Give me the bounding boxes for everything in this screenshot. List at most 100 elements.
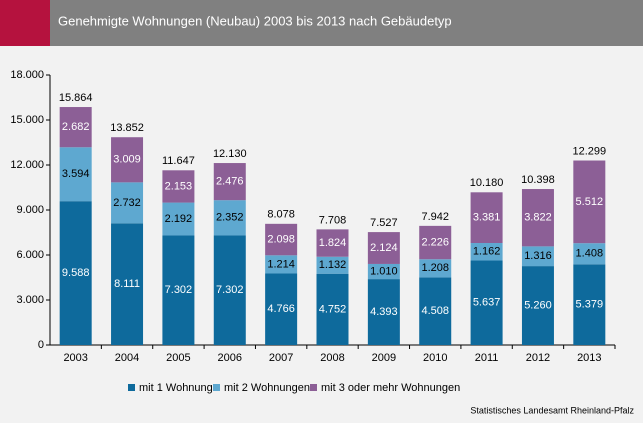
value-label: 2.192	[165, 213, 193, 225]
total-label: 8.078	[267, 209, 295, 221]
source: Statistisches Landesamt Rheinland-Pfalz	[470, 405, 634, 415]
value-label: 2.476	[216, 176, 244, 188]
value-label: 5.260	[524, 299, 552, 311]
value-label: 2.352	[216, 212, 244, 224]
bar-segment	[213, 163, 246, 201]
value-label: 5.512	[576, 196, 604, 208]
value-label: 3.009	[113, 154, 141, 166]
total-label: 12.130	[213, 148, 247, 160]
bar-segment	[367, 232, 400, 264]
total-label: 13.852	[110, 122, 144, 134]
y-tick-label: 3.000	[16, 294, 44, 306]
bar-segment	[265, 255, 298, 274]
y-tick-label: 9.000	[16, 204, 44, 216]
value-label: 8.111	[114, 278, 140, 290]
value-label: 2.098	[267, 233, 295, 245]
bar-segment	[162, 202, 195, 236]
legend-label: mit 2 Wohnungen	[224, 382, 310, 394]
value-label: 1.010	[370, 265, 398, 277]
bar-segment	[265, 273, 298, 345]
bar-segment	[213, 200, 246, 236]
value-label: 3.822	[524, 212, 552, 224]
bar-segment	[470, 260, 503, 345]
bar-segment	[316, 273, 349, 345]
y-tick-label: 6.000	[16, 249, 44, 261]
y-tick-label: 12.000	[10, 159, 44, 171]
value-label: 3.381	[473, 212, 501, 224]
x-tick-label: 2009	[372, 352, 396, 364]
bar-segment	[419, 277, 452, 345]
bar-segment	[316, 229, 349, 257]
x-tick-label: 2012	[526, 352, 550, 364]
bar-segment	[316, 256, 349, 274]
bar-segment	[470, 243, 503, 261]
bar-segment	[521, 246, 554, 267]
value-label: 1.316	[524, 250, 552, 262]
value-label: 3.594	[62, 168, 90, 180]
bar-segment	[111, 182, 144, 224]
x-tick-label: 2011	[475, 352, 499, 364]
legend-swatch	[213, 384, 220, 391]
value-label: 5.379	[576, 299, 604, 311]
value-label: 9.588	[62, 267, 90, 279]
bar-segment	[367, 279, 400, 345]
value-label: 1.214	[267, 258, 295, 270]
x-tick-label: 2008	[320, 352, 344, 364]
bar-segment	[162, 235, 195, 345]
header	[0, 0, 643, 46]
total-label: 11.647	[162, 155, 195, 167]
x-tick-label: 2005	[166, 352, 190, 364]
value-label: 4.752	[319, 303, 347, 315]
bar-segment	[573, 160, 606, 244]
x-tick-label: 2003	[63, 352, 87, 364]
total-label: 7.708	[319, 214, 347, 226]
total-label: 7.527	[370, 217, 398, 229]
legend-swatch	[128, 384, 135, 391]
value-label: 1.824	[319, 237, 347, 249]
value-label: 2.682	[62, 121, 90, 133]
bar-segment	[367, 263, 400, 280]
value-label: 1.208	[421, 262, 449, 274]
bar-segment	[59, 107, 92, 148]
y-tick-label: 0	[38, 339, 44, 351]
total-label: 15.864	[59, 92, 93, 104]
x-tick-label: 2007	[269, 352, 293, 364]
x-tick-label: 2010	[423, 352, 447, 364]
bar-segment	[213, 235, 246, 345]
value-label: 1.132	[319, 259, 347, 271]
bar-segment	[470, 192, 503, 244]
legend-label: mit 1 Wohnung	[139, 382, 213, 394]
total-label: 10.398	[521, 174, 555, 186]
bar-segment	[573, 264, 606, 345]
bar-segment	[111, 223, 144, 345]
legend-label: mit 3 oder mehr Wohnungen	[321, 382, 460, 394]
legend-swatch	[310, 384, 317, 391]
bar-segment	[111, 137, 144, 183]
value-label: 5.637	[473, 297, 501, 309]
total-label: 7.942	[421, 211, 449, 223]
bar-segment	[521, 266, 554, 345]
value-label: 1.408	[576, 248, 604, 260]
bar-segment	[521, 189, 554, 247]
value-label: 4.508	[421, 305, 449, 317]
y-tick-label: 15.000	[10, 114, 44, 126]
value-label: 2.153	[165, 180, 193, 192]
value-label: 4.393	[370, 306, 398, 318]
bar-segment	[265, 223, 298, 256]
total-label: 10.180	[470, 177, 504, 189]
bar-segment	[59, 201, 92, 345]
total-label: 12.299	[572, 145, 606, 157]
x-tick-label: 2004	[115, 352, 139, 364]
value-label: 7.302	[216, 284, 244, 296]
value-label: 2.732	[113, 197, 141, 209]
y-tick-label: 18.000	[10, 69, 44, 81]
bar-segment	[162, 170, 195, 203]
x-tick-label: 2006	[218, 352, 242, 364]
value-label: 1.162	[473, 246, 501, 258]
value-label: 4.766	[267, 303, 295, 315]
value-label: 2.226	[421, 236, 449, 248]
x-tick-label: 2013	[577, 352, 601, 364]
bar-segment	[419, 259, 452, 278]
value-label: 2.124	[370, 242, 398, 254]
